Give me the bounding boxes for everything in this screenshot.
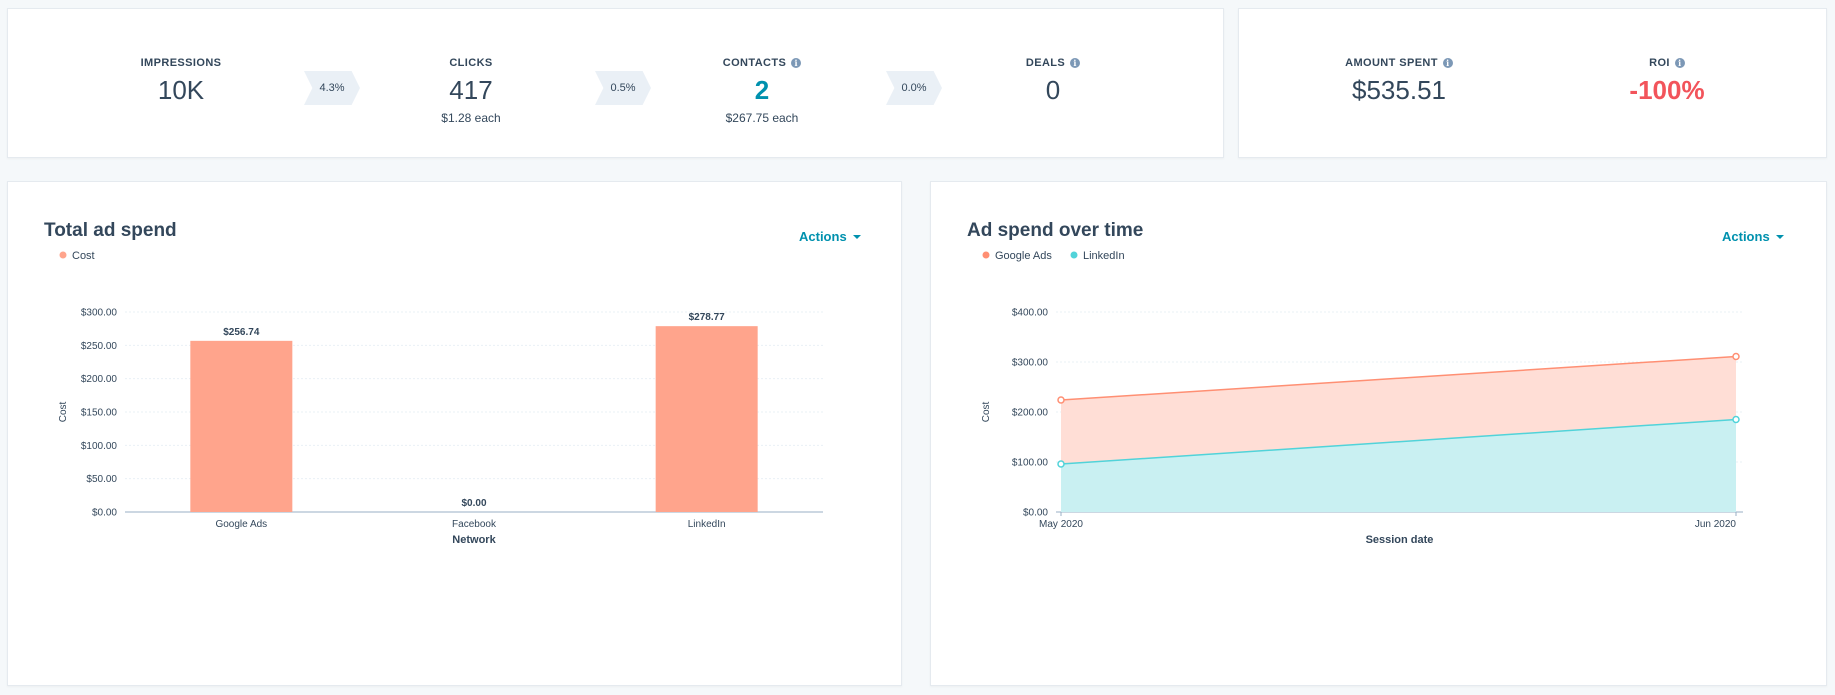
chart-body: Google Ads LinkedIn $0.00 $100.00 $200.00 $30… <box>981 250 1743 546</box>
legend-label: Google Ads <box>995 250 1052 262</box>
y-tick-label: $400.00 <box>1012 308 1049 319</box>
impressions-label: IMPRESSIONS <box>140 57 222 69</box>
y-tick-label: $150.00 <box>81 408 118 419</box>
roi-label: ROI i <box>1649 57 1685 69</box>
y-tick-label: $0.00 <box>92 508 117 519</box>
y-tick-label: $50.00 <box>86 474 117 485</box>
clicks-value: 417 <box>449 75 493 105</box>
line-linkedin <box>1060 418 1737 465</box>
area-google-ads <box>1061 356 1736 464</box>
y-tick-label: $250.00 <box>81 341 118 352</box>
legend-swatch <box>1070 251 1078 259</box>
y-tick-label: $300.00 <box>1012 358 1049 369</box>
ad-spend-over-time-chart: Google Ads LinkedIn $0.00 $100.00 $200.00 $30… <box>981 250 1743 546</box>
line-google-ads <box>1060 355 1737 401</box>
legend-swatch <box>59 251 67 259</box>
point-linkedin <box>1732 415 1740 424</box>
chart-body: Cost $0.00 $50.00 $100.00 $150.00 $200.00 $250… <box>58 250 823 546</box>
ad-spend-over-time-actions-button[interactable]: Actions <box>1722 229 1784 244</box>
y-tick-label: $0.00 <box>1023 508 1048 519</box>
total-ad-spend-title: Total ad spend <box>44 220 177 241</box>
bar <box>190 340 293 512</box>
point-google-ads <box>1057 396 1065 404</box>
actions-label: Actions <box>799 229 847 244</box>
x-tick-label: LinkedIn <box>688 519 726 530</box>
contacts-label: CONTACTS i <box>723 57 802 69</box>
chevron-down-icon <box>852 234 861 239</box>
legend-label: LinkedIn <box>1083 250 1125 262</box>
y-tick-label: $100.00 <box>81 441 118 452</box>
impressions-value: 10K <box>157 75 205 105</box>
clicks-cost-each: $1.28 each <box>441 111 501 125</box>
legend-swatch <box>982 251 990 259</box>
ad-spend-over-time-title: Ad spend over time <box>967 220 1144 241</box>
contacts-value[interactable]: 2 <box>754 75 770 105</box>
total-ad-spend-chart: Cost $0.00 $50.00 $100.00 $150.00 $200.00 $250… <box>58 250 823 546</box>
y-tick-label: $200.00 <box>81 374 118 385</box>
y-tick-label: $100.00 <box>1012 458 1049 469</box>
data-label: $0.00 <box>461 498 486 509</box>
y-tick-label: $300.00 <box>81 308 118 319</box>
amount-spent-label: AMOUNT SPENT i <box>1345 57 1453 69</box>
total-ad-spend-card: Total ad spend Actions Cost $0.00 $50.00 $1… <box>7 181 902 686</box>
point-google-ads <box>1732 352 1740 361</box>
summary-card: AMOUNT SPENT i $535.51 ROI i -100% <box>1238 8 1827 158</box>
x-tick-label: Jun 2020 <box>1695 519 1737 530</box>
x-axis-label: Network <box>452 534 496 546</box>
funnel-card: IMPRESSIONS 10K 4.3% CLICKS 417 $1.28 ea… <box>7 8 1224 158</box>
amount-spent-value: $535.51 <box>1352 75 1446 105</box>
y-axis-label: Cost <box>981 401 992 422</box>
bar <box>655 326 758 512</box>
info-icon[interactable]: i <box>1070 58 1081 68</box>
data-label: $278.77 <box>689 312 726 323</box>
deals-metric: DEALS i 0 <box>943 53 1163 106</box>
x-tick-label: May 2020 <box>1039 519 1083 530</box>
data-label: $256.74 <box>223 327 260 338</box>
impressions-metric: IMPRESSIONS 10K <box>71 53 291 106</box>
clicks-to-contacts-rate: 0.5% <box>595 71 651 105</box>
actions-label: Actions <box>1722 229 1770 244</box>
total-ad-spend-actions-button[interactable]: Actions <box>799 229 861 244</box>
contacts-metric: CONTACTS i 2 $267.75 each <box>652 53 872 125</box>
clicks-metric: CLICKS 417 $1.28 each <box>361 53 581 125</box>
area-linkedin <box>1061 419 1736 512</box>
legend-label: Cost <box>72 250 95 262</box>
ad-spend-over-time-card: Ad spend over time Actions Google Ads Lin… <box>930 181 1827 686</box>
impressions-to-clicks-rate: 4.3% <box>304 71 360 105</box>
y-tick-label: $200.00 <box>1012 408 1049 419</box>
roi-value: -100% <box>1629 75 1705 105</box>
chevron-down-icon <box>1775 234 1784 239</box>
y-axis-label: Cost <box>58 401 69 422</box>
info-icon[interactable]: i <box>791 58 802 68</box>
roi-metric: ROI i -100% <box>1557 53 1777 106</box>
clicks-label: CLICKS <box>449 57 493 69</box>
deals-label: DEALS i <box>1026 57 1081 69</box>
contacts-to-deals-rate: 0.0% <box>886 71 942 105</box>
point-linkedin <box>1057 460 1065 468</box>
info-icon[interactable]: i <box>1674 58 1685 68</box>
amount-spent-metric: AMOUNT SPENT i $535.51 <box>1289 53 1509 106</box>
x-tick-label: Facebook <box>452 519 497 530</box>
x-axis-label: Session date <box>1366 534 1434 546</box>
info-icon[interactable]: i <box>1442 58 1453 68</box>
deals-value: 0 <box>1045 75 1061 105</box>
x-tick-label: Google Ads <box>215 519 267 530</box>
contacts-cost-each: $267.75 each <box>725 111 799 125</box>
